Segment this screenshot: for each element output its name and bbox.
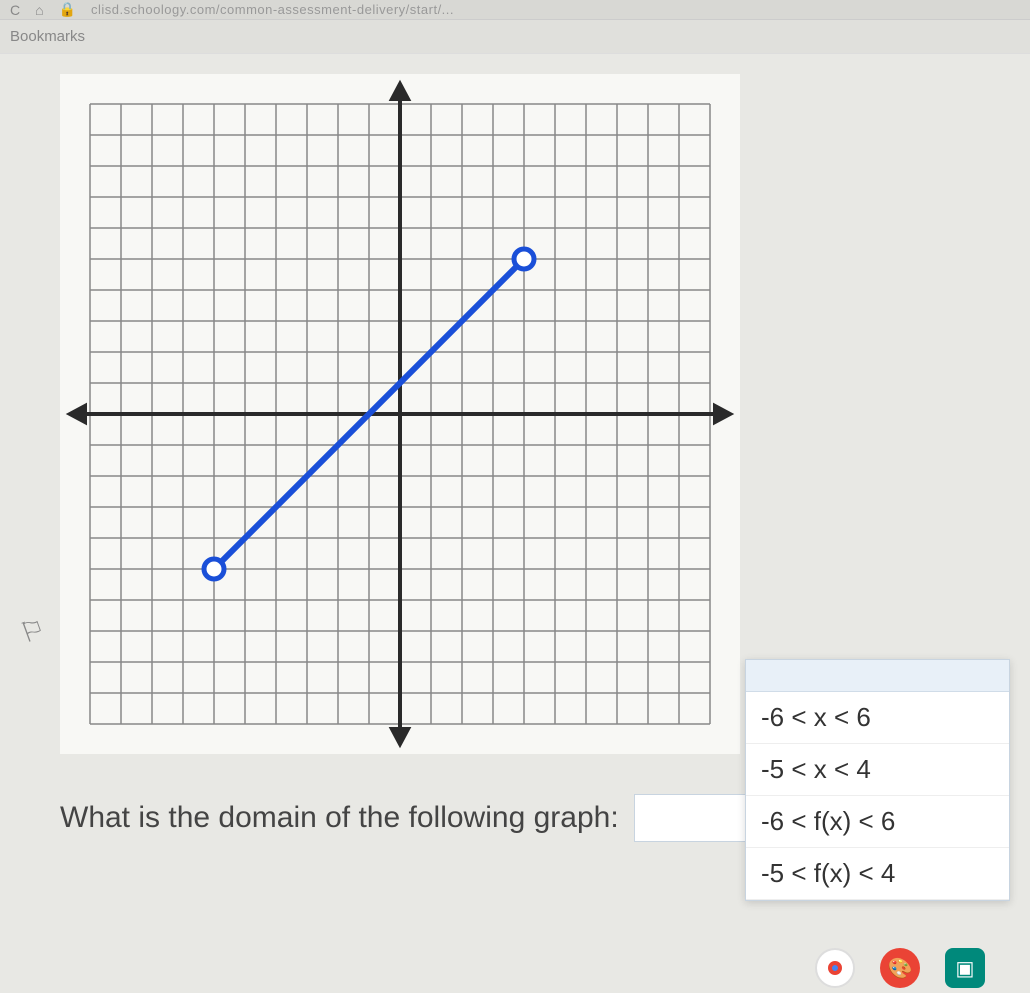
home-icon[interactable]: ⌂: [35, 2, 43, 18]
dropdown-options-panel: -6 < x < 6 -5 < x < 4 -6 < f(x) < 6 -5 <…: [745, 659, 1010, 901]
bookmarks-bar[interactable]: Bookmarks: [0, 20, 1030, 54]
dropdown-option-4[interactable]: -5 < f(x) < 4: [746, 848, 1009, 900]
coordinate-graph: [60, 74, 740, 754]
dropdown-option-1[interactable]: -6 < x < 6: [746, 692, 1009, 744]
app-icon[interactable]: ▣: [945, 948, 985, 988]
bookmarks-label: Bookmarks: [10, 28, 85, 45]
chrome-icon[interactable]: [815, 948, 855, 988]
graph-container: [60, 74, 740, 754]
dropdown-option-3[interactable]: -6 < f(x) < 6: [746, 796, 1009, 848]
lock-icon: 🔒: [59, 1, 76, 18]
endpoint-open-right: [514, 249, 534, 269]
question-text: What is the domain of the following grap…: [60, 801, 619, 835]
dropdown-header[interactable]: [746, 660, 1009, 692]
palette-icon[interactable]: 🎨: [880, 948, 920, 988]
url-text: clisd.schoology.com/common-assessment-de…: [91, 2, 454, 17]
taskbar-icons: 🎨 ▣: [810, 943, 990, 993]
flag-icon[interactable]: ⚐: [15, 611, 50, 651]
content-area: ⚐ -6 < x < 6 -5 < x < 4 -6 < f(x): [0, 54, 1030, 842]
reload-icon[interactable]: C: [10, 2, 20, 18]
dropdown-option-2[interactable]: -5 < x < 4: [746, 744, 1009, 796]
endpoint-open-left: [204, 559, 224, 579]
browser-address-bar: C ⌂ 🔒 clisd.schoology.com/common-assessm…: [0, 0, 1030, 20]
